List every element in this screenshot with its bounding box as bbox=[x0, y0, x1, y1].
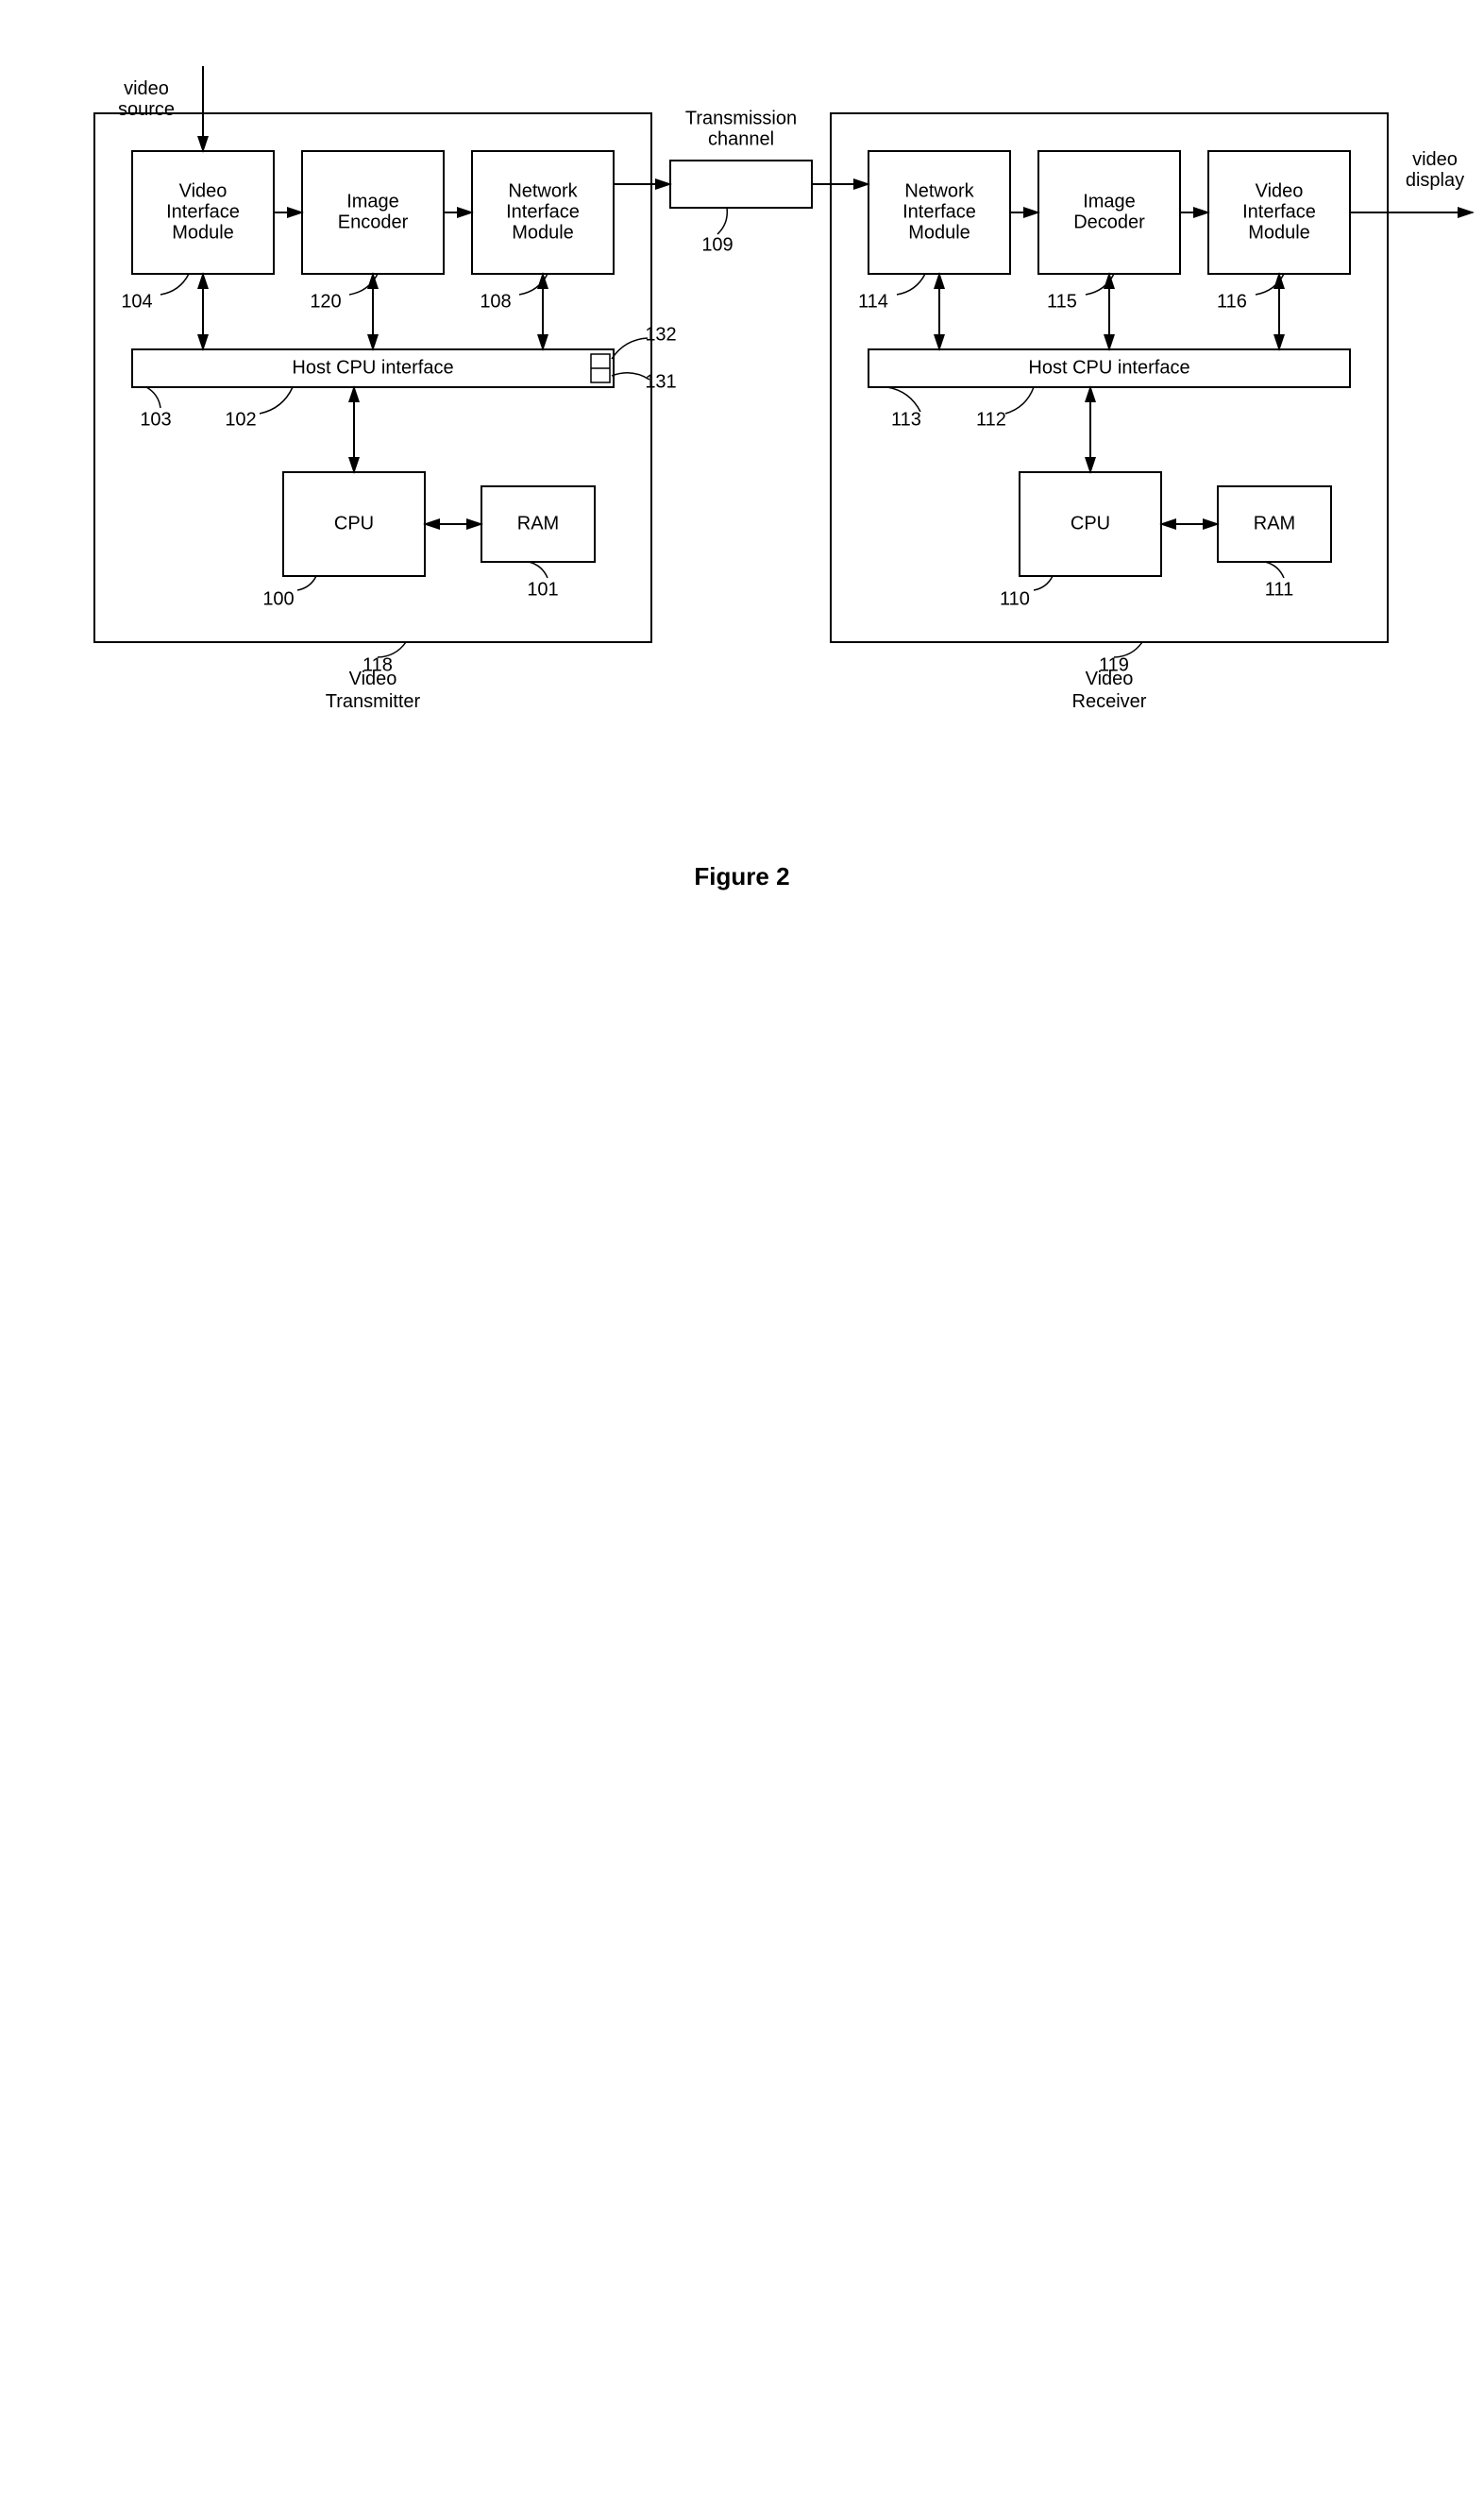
ref-131: 131 bbox=[645, 371, 676, 392]
tx-network-interface-module: NetworkInterfaceModule bbox=[472, 151, 614, 274]
svg-text:Interface: Interface bbox=[506, 201, 580, 222]
video-display-label: videodisplay bbox=[1406, 149, 1464, 191]
svg-text:Interface: Interface bbox=[166, 201, 240, 222]
svg-text:Image: Image bbox=[1083, 191, 1136, 212]
figure-label: Figure 2 bbox=[694, 862, 789, 890]
svg-text:Host CPU interface: Host CPU interface bbox=[292, 357, 453, 378]
svg-text:Module: Module bbox=[908, 222, 970, 243]
ref-108: 108 bbox=[480, 291, 511, 312]
tx-host-cpu-interface: Host CPU interface bbox=[132, 349, 614, 387]
video-receiver-group: NetworkInterfaceModule ImageDecoder Vide… bbox=[831, 113, 1388, 642]
svg-text:Interface: Interface bbox=[902, 201, 976, 222]
rx-network-interface-module: NetworkInterfaceModule bbox=[868, 151, 1010, 274]
rx-host-cpu-interface: Host CPU interface bbox=[868, 349, 1350, 387]
rx-ram: RAM bbox=[1218, 486, 1331, 562]
svg-text:Module: Module bbox=[1248, 222, 1310, 243]
ref-116: 116 bbox=[1217, 291, 1247, 312]
svg-text:RAM: RAM bbox=[517, 513, 559, 534]
tx-ram: RAM bbox=[481, 486, 595, 562]
ref-110: 110 bbox=[1000, 588, 1030, 609]
ref-112: 112 bbox=[976, 409, 1006, 430]
svg-text:Image: Image bbox=[346, 191, 399, 212]
tx-cpu: CPU bbox=[283, 472, 425, 576]
tx-video-interface-module: VideoInterfaceModule bbox=[132, 151, 274, 274]
rx-cpu: CPU bbox=[1020, 472, 1161, 576]
ref-101: 101 bbox=[527, 579, 558, 600]
ref-118: 118 bbox=[363, 654, 393, 675]
video-transmitter-group: VideoInterfaceModule ImageEncoder Networ… bbox=[94, 113, 651, 642]
svg-text:Video: Video bbox=[179, 180, 228, 201]
block-diagram: VideoInterfaceModule ImageEncoder Networ… bbox=[0, 0, 1484, 944]
svg-text:Host CPU interface: Host CPU interface bbox=[1028, 357, 1189, 378]
tx-image-encoder: ImageEncoder bbox=[302, 151, 444, 274]
svg-text:RAM: RAM bbox=[1254, 513, 1295, 534]
rx-image-decoder: ImageDecoder bbox=[1038, 151, 1180, 274]
rx-video-interface-module: VideoInterfaceModule bbox=[1208, 151, 1350, 274]
svg-text:Network: Network bbox=[508, 180, 578, 201]
tx-registers-block bbox=[591, 354, 610, 382]
ref-114: 114 bbox=[858, 291, 888, 312]
ref-132: 132 bbox=[645, 324, 676, 345]
ref-115: 115 bbox=[1047, 291, 1077, 312]
ref-113: 113 bbox=[891, 409, 921, 430]
svg-text:CPU: CPU bbox=[334, 513, 374, 534]
ref-104: 104 bbox=[121, 291, 152, 312]
svg-text:Module: Module bbox=[172, 222, 234, 243]
ref-100: 100 bbox=[262, 588, 294, 609]
ref-103: 103 bbox=[140, 409, 171, 430]
svg-text:Transmission: Transmission bbox=[685, 108, 797, 128]
transmission-channel: Transmissionchannel bbox=[670, 108, 812, 208]
svg-text:Interface: Interface bbox=[1242, 201, 1316, 222]
ref-102: 102 bbox=[225, 409, 256, 430]
svg-text:Module: Module bbox=[512, 222, 574, 243]
svg-text:CPU: CPU bbox=[1071, 513, 1110, 534]
ref-119: 119 bbox=[1099, 654, 1129, 675]
svg-text:channel: channel bbox=[708, 128, 774, 149]
svg-text:Encoder: Encoder bbox=[338, 212, 409, 232]
ref-109: 109 bbox=[701, 234, 733, 255]
ref-111: 111 bbox=[1265, 579, 1293, 600]
svg-text:Network: Network bbox=[904, 180, 974, 201]
ref-120: 120 bbox=[310, 291, 341, 312]
video-source-label: videosource bbox=[118, 78, 175, 120]
svg-text:Video: Video bbox=[1256, 180, 1304, 201]
svg-text:Decoder: Decoder bbox=[1073, 212, 1145, 232]
